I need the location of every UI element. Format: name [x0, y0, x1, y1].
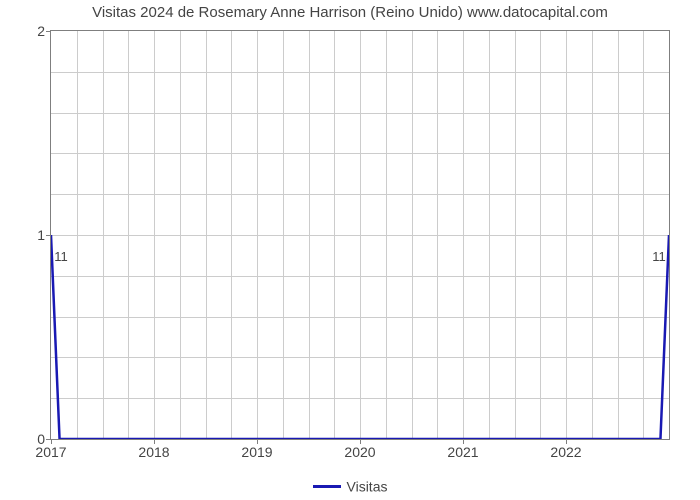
- legend: Visitas: [0, 477, 700, 494]
- legend-label: Visitas: [347, 478, 388, 494]
- line-series: [51, 31, 669, 439]
- y-tick-label: 1: [5, 227, 45, 243]
- x-tick-label: 2022: [550, 444, 581, 460]
- x-tick-label: 2019: [241, 444, 272, 460]
- data-point-label: 11: [54, 249, 68, 264]
- y-tick-label: 2: [5, 23, 45, 39]
- x-tick-label: 2017: [35, 444, 66, 460]
- chart-title: Visitas 2024 de Rosemary Anne Harrison (…: [0, 4, 700, 21]
- x-tick-label: 2018: [138, 444, 169, 460]
- x-tick-label: 2021: [447, 444, 478, 460]
- legend-swatch: [313, 485, 341, 488]
- data-point-label: 11: [652, 249, 666, 264]
- x-tick-label: 2020: [344, 444, 375, 460]
- chart-container: { "chart": { "type": "line", "title": "V…: [0, 0, 700, 500]
- plot-area: [50, 30, 670, 440]
